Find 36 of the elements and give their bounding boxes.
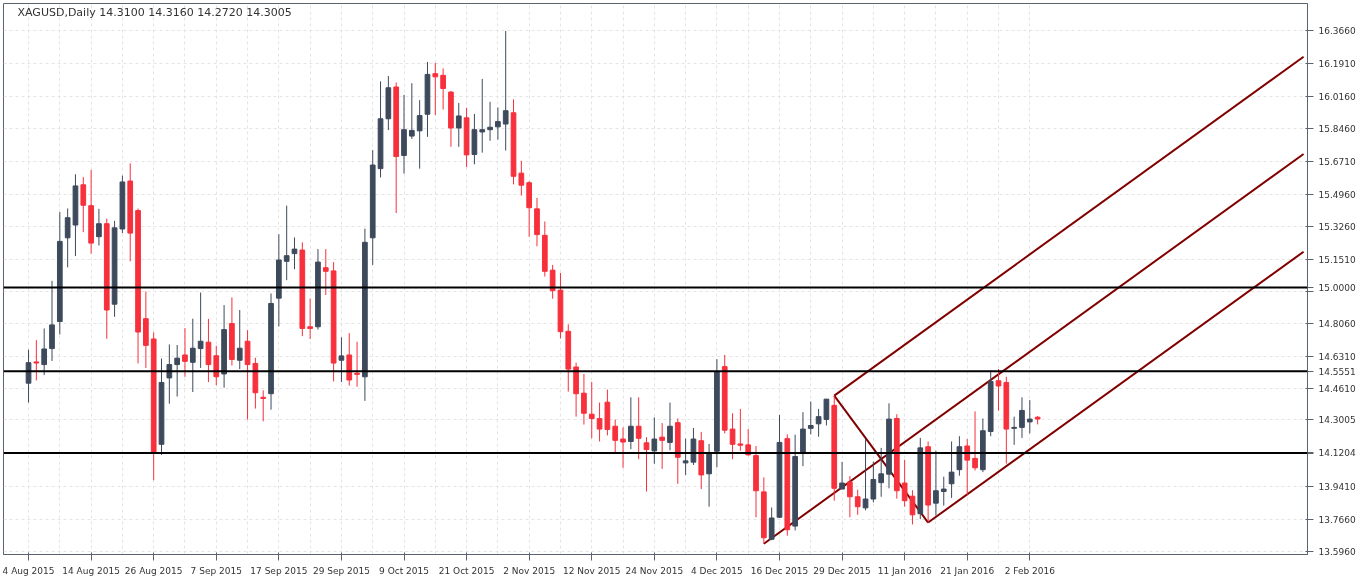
x-tick-label: 21 Oct 2015 — [438, 565, 495, 576]
x-tick-label: 26 Aug 2015 — [124, 565, 183, 576]
y-tick-label: 15.6710 — [1318, 156, 1356, 167]
y-tick-label: 15.1510 — [1318, 254, 1356, 265]
y-tick-label: 14.6310 — [1318, 352, 1356, 363]
ref-line-label: 14.5551 — [1318, 366, 1356, 377]
x-tick-label: 16 Dec 2015 — [750, 565, 809, 576]
x-tick-label: 2 Nov 2015 — [503, 565, 556, 576]
x-tick-label: 29 Dec 2015 — [813, 565, 871, 576]
x-tick-label: 11 Jan 2016 — [877, 565, 932, 576]
x-tick-label: 9 Oct 2015 — [379, 565, 429, 576]
x-tick-label: 2 Feb 2016 — [1004, 565, 1056, 576]
x-tick-label: 29 Sep 2015 — [312, 565, 370, 576]
y-tick-label: 15.4960 — [1318, 189, 1356, 200]
x-tick-label: 14 Aug 2015 — [62, 565, 120, 576]
y-tick-label: 16.3660 — [1318, 26, 1356, 37]
x-tick-label: 12 Nov 2015 — [562, 565, 621, 576]
y-tick-label: 13.9410 — [1318, 482, 1356, 493]
ref-line-label: 14.1204 — [1318, 448, 1356, 459]
x-tick-label: 7 Sep 2015 — [190, 565, 242, 576]
ref-line-label: 15.0000 — [1318, 282, 1356, 293]
x-tick-label: 4 Aug 2015 — [2, 565, 55, 576]
y-tick-label: 16.1910 — [1318, 58, 1356, 69]
chart-title: XAGUSD,Daily 14.3100 14.3160 14.2720 14.3005 — [17, 5, 292, 19]
x-tick-label: 4 Dec 2015 — [691, 565, 743, 576]
y-tick-label: 14.3005 — [1318, 414, 1356, 425]
y-tick-label: 16.0160 — [1318, 91, 1356, 102]
y-tick-label: 13.7660 — [1318, 515, 1356, 526]
y-tick-label: 15.8460 — [1318, 123, 1356, 134]
x-tick-label: 24 Nov 2015 — [625, 565, 684, 576]
x-tick-label: 21 Jan 2016 — [940, 565, 995, 576]
y-tick-label: 13.5960 — [1318, 546, 1356, 557]
y-tick-label: 14.8060 — [1318, 319, 1356, 330]
x-tick-label: 17 Sep 2015 — [250, 565, 308, 576]
y-tick-label: 15.3260 — [1318, 221, 1356, 232]
y-tick-label: 14.4610 — [1318, 384, 1356, 395]
